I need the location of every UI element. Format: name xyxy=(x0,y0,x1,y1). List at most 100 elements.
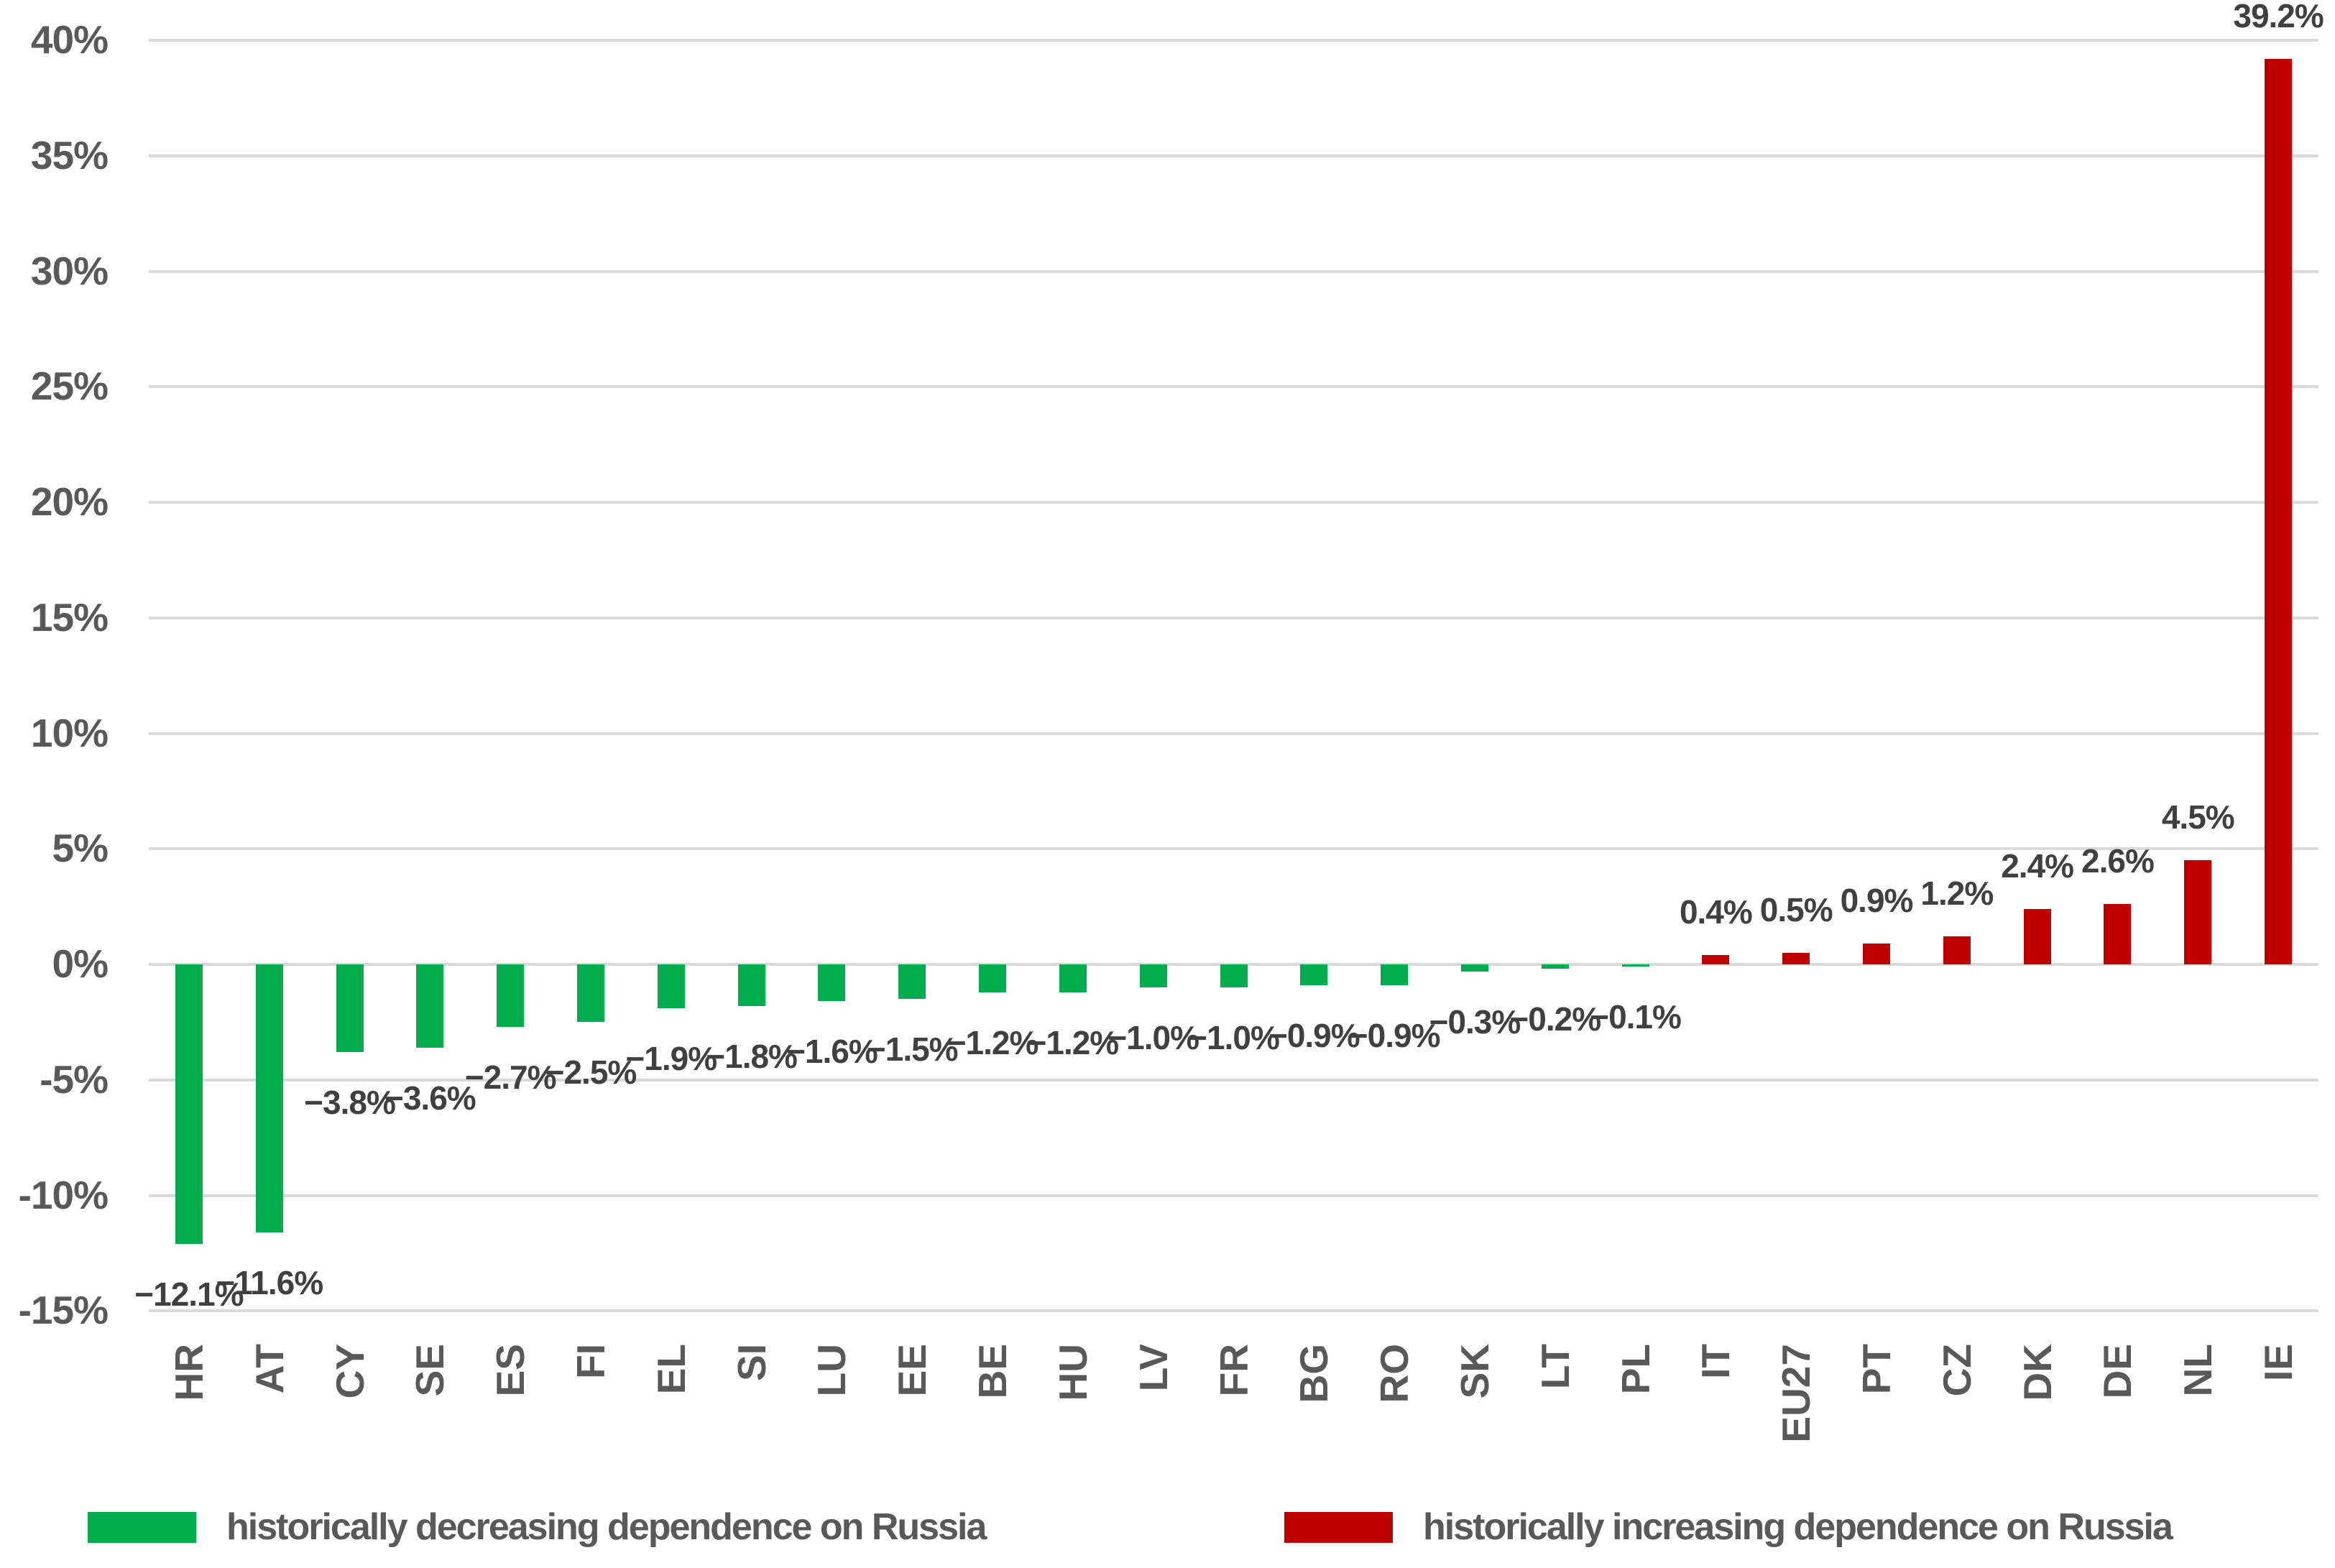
data-label-RO: −0.9% xyxy=(1348,1016,1441,1054)
x-tick-label-LU: LU xyxy=(809,1344,855,1397)
bar-FI xyxy=(576,964,604,1023)
data-label-SI: −1.8% xyxy=(706,1037,798,1075)
y-tick-label: 35% xyxy=(30,132,109,177)
x-tick-label-AT: AT xyxy=(247,1344,292,1394)
bar-NL xyxy=(2184,860,2212,964)
x-tick-label-FR: FR xyxy=(1211,1344,1256,1397)
legend-swatch-red xyxy=(1284,1511,1393,1543)
x-tick-label-EE: EE xyxy=(890,1344,935,1397)
x-tick-label-LT: LT xyxy=(1532,1344,1578,1390)
bar-EL xyxy=(657,964,685,1009)
gridline xyxy=(149,847,2318,851)
bar-EE xyxy=(898,964,926,1000)
x-tick-label-PT: PT xyxy=(1854,1344,1899,1395)
gridline xyxy=(149,1194,2318,1197)
data-label-LV: −1.0% xyxy=(1107,1019,1199,1057)
data-label-IT: 0.4% xyxy=(1679,893,1753,931)
bar-IT xyxy=(1702,955,1730,964)
x-tick-label-EL: EL xyxy=(648,1344,694,1395)
bar-AT xyxy=(255,964,283,1232)
data-label-SK: −0.3% xyxy=(1429,1002,1521,1041)
x-tick-label-IE: IE xyxy=(2256,1344,2301,1381)
x-tick-label-BE: BE xyxy=(970,1344,1015,1399)
x-tick-label-FI: FI xyxy=(568,1344,613,1379)
bar-LT xyxy=(1541,964,1569,969)
gridline xyxy=(149,39,2318,42)
x-tick-label-BG: BG xyxy=(1291,1344,1337,1403)
data-label-LU: −1.6% xyxy=(786,1033,878,1071)
bar-DE xyxy=(2104,904,2132,964)
bar-SI xyxy=(737,964,765,1006)
data-label-DE: 2.6% xyxy=(2081,842,2155,880)
gridline xyxy=(149,616,2318,619)
data-label-EL: −1.9% xyxy=(625,1040,717,1078)
y-tick-label: 10% xyxy=(30,710,109,755)
bar-HR xyxy=(175,964,203,1244)
y-tick-label: 25% xyxy=(30,364,109,409)
bar-CY xyxy=(336,964,364,1053)
bar-FR xyxy=(1220,964,1248,988)
bar-BE xyxy=(979,964,1007,992)
data-label-EE: −1.5% xyxy=(866,1030,959,1069)
gridline xyxy=(149,732,2318,735)
x-tick-label-HU: HU xyxy=(1050,1344,1095,1401)
y-tick-label: 30% xyxy=(30,248,109,293)
x-tick-label-ES: ES xyxy=(488,1344,533,1397)
data-label-IE: 39.2% xyxy=(2233,0,2324,34)
bar-PL xyxy=(1621,964,1649,967)
data-label-SE: −3.6% xyxy=(384,1079,476,1117)
bar-HU xyxy=(1059,964,1087,992)
gridline xyxy=(149,501,2318,504)
bar-LV xyxy=(1139,964,1167,988)
bar-BG xyxy=(1300,964,1328,985)
data-label-HR: −12.1% xyxy=(134,1276,244,1313)
data-label-AT: −11.6% xyxy=(216,1263,323,1301)
y-tick-label: -15% xyxy=(18,1288,109,1333)
data-label-PT: 0.9% xyxy=(1840,882,1914,920)
y-tick-label: 20% xyxy=(30,479,109,524)
gridline xyxy=(149,154,2318,157)
data-label-ES: −2.7% xyxy=(464,1058,557,1096)
y-tick-label: 40% xyxy=(30,17,109,62)
bar-EU27 xyxy=(1782,952,1810,964)
y-tick-label: -10% xyxy=(18,1172,109,1217)
y-tick-label: 5% xyxy=(52,826,109,871)
x-tick-label-HR: HR xyxy=(166,1344,211,1401)
legend-swatch-green xyxy=(88,1511,196,1543)
gridline xyxy=(149,1078,2318,1082)
data-label-HU: −1.2% xyxy=(1027,1023,1120,1061)
data-label-BE: −1.2% xyxy=(947,1023,1039,1061)
x-tick-label-SE: SE xyxy=(407,1344,453,1397)
bar-SE xyxy=(416,964,444,1048)
gridline xyxy=(149,269,2318,273)
bar-CZ xyxy=(1943,936,1971,964)
data-label-FI: −2.5% xyxy=(545,1053,637,1092)
gridline xyxy=(149,385,2318,389)
bar-PT xyxy=(1863,944,1891,964)
bar-DK xyxy=(2023,908,2051,964)
bar-ES xyxy=(497,964,525,1027)
data-label-CZ: 1.2% xyxy=(1920,875,1994,913)
x-tick-label-PL: PL xyxy=(1613,1344,1658,1395)
bar-SK xyxy=(1460,964,1488,972)
legend-label-decreasing: historically decreasing dependence on Ru… xyxy=(226,1506,987,1548)
bar-RO xyxy=(1381,964,1409,985)
x-tick-label-CZ: CZ xyxy=(1934,1344,1979,1397)
gridline xyxy=(149,1309,2318,1313)
data-label-DK: 2.4% xyxy=(2001,847,2074,885)
y-tick-label: 0% xyxy=(52,941,109,986)
legend-item-decreasing: historically decreasing dependence on Ru… xyxy=(88,1505,987,1549)
x-tick-label-NL: NL xyxy=(2175,1344,2221,1397)
data-label-NL: 4.5% xyxy=(2161,798,2235,836)
data-label-CY: −3.8% xyxy=(304,1084,396,1122)
bar-LU xyxy=(818,964,846,1002)
x-tick-label-SI: SI xyxy=(729,1344,774,1381)
x-tick-label-DK: DK xyxy=(2014,1344,2060,1401)
legend-item-increasing: historically increasing dependence on Ru… xyxy=(1284,1505,2173,1549)
x-tick-label-DE: DE xyxy=(2095,1344,2140,1399)
x-tick-label-IT: IT xyxy=(1693,1344,1738,1379)
x-tick-label-LV: LV xyxy=(1130,1344,1176,1392)
x-tick-label-EU27: EU27 xyxy=(1774,1344,1819,1443)
x-tick-label-SK: SK xyxy=(1452,1344,1497,1399)
